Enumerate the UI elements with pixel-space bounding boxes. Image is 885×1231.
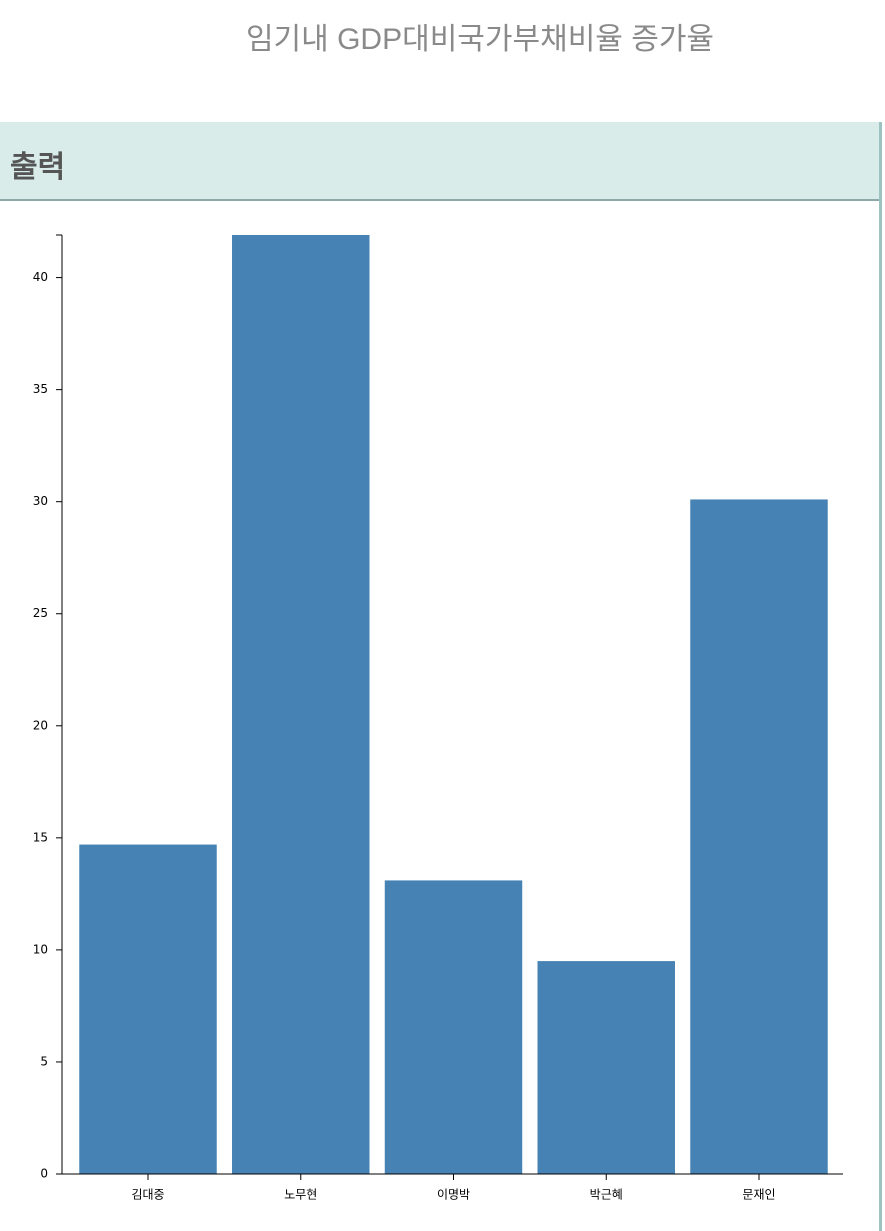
y-tick-label: 35 xyxy=(33,382,48,396)
bar xyxy=(384,880,523,1174)
y-tick-label: 10 xyxy=(33,942,48,956)
y-tick-label: 15 xyxy=(33,830,48,844)
bar xyxy=(232,235,370,1174)
x-tick-label: 문재인 xyxy=(742,1188,775,1202)
y-tick-label: 40 xyxy=(33,270,48,284)
y-tick-label: 25 xyxy=(33,606,48,620)
panel-title: 출력 xyxy=(10,150,66,185)
x-tick-label: 김대중 xyxy=(131,1188,164,1202)
bar xyxy=(690,499,828,1174)
panel-header: 출력 xyxy=(0,122,880,201)
bar xyxy=(537,961,675,1174)
x-tick-label: 이명박 xyxy=(437,1188,470,1202)
bar xyxy=(79,844,217,1174)
y-tick-label: 0 xyxy=(40,1167,48,1181)
y-tick-label: 5 xyxy=(40,1054,48,1068)
panel-border xyxy=(879,122,882,1231)
y-tick-label: 20 xyxy=(33,718,48,732)
y-tick-label: 30 xyxy=(33,494,48,508)
x-tick-label: 노무현 xyxy=(284,1188,317,1202)
page-title: 임기내 GDP대비국가부채비율 증가율 xyxy=(245,23,715,56)
x-tick-label: 박근혜 xyxy=(590,1188,623,1202)
